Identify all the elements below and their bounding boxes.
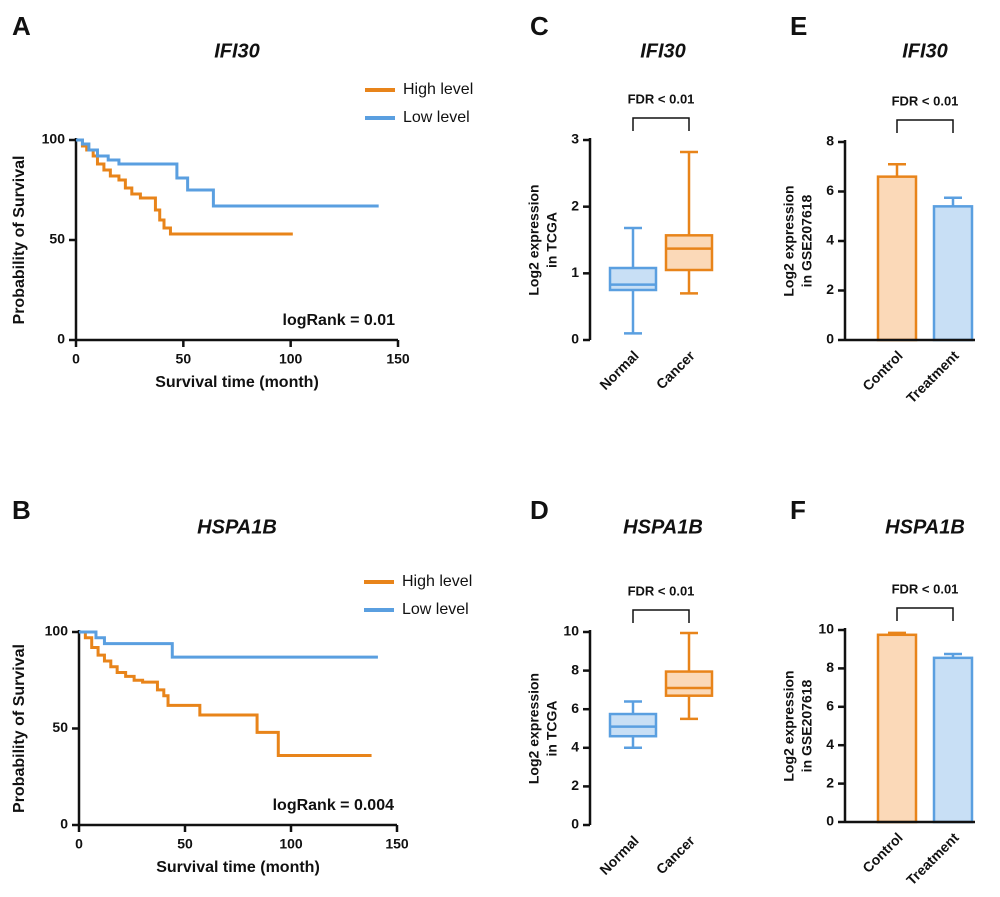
x-tick-label: Cancer [653, 347, 698, 392]
y-tick-label: 2 [826, 774, 834, 790]
chart-title: HSPA1B [885, 516, 965, 538]
y-tick-label: 10 [563, 623, 579, 639]
annotation: FDR < 0.01 [892, 93, 959, 108]
y-tick-label: 100 [45, 623, 69, 639]
x-tick-label: 50 [176, 351, 192, 367]
y-tick-label: 8 [826, 133, 834, 149]
y-axis-label: in TCGA [544, 701, 560, 757]
legend-label: High level [402, 573, 472, 590]
annotation: logRank = 0.01 [283, 312, 396, 329]
y-tick-label: 4 [826, 232, 834, 248]
y-tick-label: 8 [571, 661, 579, 677]
annotation: FDR < 0.01 [628, 91, 695, 106]
bar [932, 656, 974, 824]
panel-letter: F [790, 495, 806, 525]
x-tick-label: Control [859, 347, 906, 394]
bar [876, 633, 918, 824]
y-tick-label: 2 [826, 281, 834, 297]
chart-title: HSPA1B [623, 516, 703, 538]
panel-letter: B [12, 495, 31, 525]
survival-curve [79, 630, 372, 758]
y-axis-label: Probability of Survival [11, 156, 28, 325]
y-axis-label: in GSE207618 [799, 194, 815, 287]
y-tick-label: 4 [826, 736, 834, 752]
y-tick-label: 0 [57, 331, 65, 347]
y-axis-label: Probability of Survival [11, 644, 28, 813]
x-tick-label: Cancer [653, 832, 698, 877]
x-tick-label: 150 [386, 351, 410, 367]
y-tick-label: 2 [571, 197, 579, 213]
y-axis-label: Log2 expression [526, 184, 542, 295]
annotation: FDR < 0.01 [628, 583, 695, 598]
x-tick-label: 50 [177, 836, 193, 852]
y-tick-label: 10 [818, 621, 834, 637]
x-tick-label: Normal [596, 347, 641, 392]
y-tick-label: 6 [826, 698, 834, 714]
survival-curve [76, 138, 379, 208]
y-tick-label: 0 [60, 816, 68, 832]
y-tick-label: 0 [571, 331, 579, 347]
x-tick-label: 100 [279, 351, 303, 367]
y-tick-label: 50 [52, 719, 68, 735]
annotation: FDR < 0.01 [892, 581, 959, 596]
x-axis-label: Survival time (month) [155, 374, 319, 391]
x-tick-label: 100 [279, 836, 303, 852]
y-tick-label: 4 [571, 739, 579, 755]
legend-label: Low level [402, 601, 469, 618]
panel-letter: C [530, 11, 549, 41]
y-axis-label: Log2 expression [781, 670, 797, 781]
x-axis-label: Survival time (month) [156, 859, 320, 876]
y-tick-label: 100 [42, 131, 66, 147]
chart-title: IFI30 [640, 40, 686, 62]
box [608, 712, 658, 738]
survival-curve [76, 138, 293, 236]
y-tick-label: 0 [571, 816, 579, 832]
y-tick-label: 8 [826, 659, 834, 675]
x-tick-label: 0 [72, 351, 80, 367]
annotation: logRank = 0.004 [273, 797, 394, 814]
significance-bracket [896, 119, 954, 133]
y-tick-label: 0 [826, 331, 834, 347]
y-tick-label: 6 [826, 182, 834, 198]
significance-bracket [632, 117, 690, 131]
x-tick-label: Control [859, 829, 906, 876]
y-axis-label: in GSE207618 [799, 679, 815, 772]
y-tick-label: 0 [826, 813, 834, 829]
box [608, 266, 658, 292]
x-tick-label: 0 [75, 836, 83, 852]
chart-title: IFI30 [214, 40, 260, 62]
bar [876, 175, 918, 342]
significance-bracket [632, 609, 690, 623]
significance-bracket [896, 607, 954, 621]
y-tick-label: 3 [571, 131, 579, 147]
x-tick-label: Treatment [903, 829, 962, 888]
bar [932, 205, 974, 342]
y-axis-label: in TCGA [544, 212, 560, 268]
legend-label: Low level [403, 109, 470, 126]
box [664, 670, 714, 697]
survival-curve [79, 630, 378, 659]
chart-title: HSPA1B [197, 516, 277, 538]
y-tick-label: 50 [49, 231, 65, 247]
y-axis-label: Log2 expression [781, 185, 797, 296]
legend-label: High level [403, 81, 473, 98]
chart-title: IFI30 [902, 40, 948, 62]
y-tick-label: 6 [571, 700, 579, 716]
x-tick-label: 150 [385, 836, 409, 852]
panel-letter: D [530, 495, 549, 525]
panel-letter: A [12, 11, 31, 41]
panel-letter: E [790, 11, 807, 41]
y-tick-label: 2 [571, 777, 579, 793]
x-tick-label: Normal [596, 832, 641, 877]
y-tick-label: 1 [571, 264, 579, 280]
x-tick-label: Treatment [903, 347, 962, 406]
box [664, 234, 714, 272]
y-axis-label: Log2 expression [526, 673, 542, 784]
